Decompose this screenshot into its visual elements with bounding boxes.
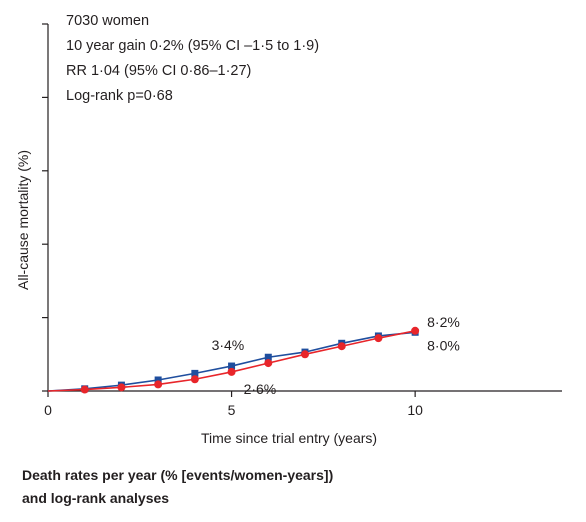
series-layer: [47, 326, 420, 394]
series-point-square: [191, 369, 199, 377]
y-axis-label: All-cause mortality (%): [15, 149, 31, 290]
x-tick-label: 0: [44, 402, 52, 418]
series-point-square: [228, 362, 236, 370]
series-point-circle: [227, 367, 236, 376]
annotation-rr: RR 1·04 (95% CI 0·86–1·27): [66, 63, 252, 79]
caption-line-1: Death rates per year (% [events/women-ye…: [22, 467, 334, 483]
series-point-circle: [411, 326, 420, 335]
data-labels: 3·4% 2·6% 8·2% 8·0%: [212, 314, 460, 397]
annotation-logrank: Log-rank p=0·68: [66, 88, 173, 104]
data-label: 8·0%: [427, 337, 460, 353]
series-point-circle: [154, 380, 163, 389]
annotation-gain: 10 year gain 0·2% (95% CI –1·5 to 1·9): [66, 38, 320, 54]
data-label: 3·4%: [212, 337, 245, 353]
series-point-square: [264, 353, 272, 361]
x-tick-label: 10: [407, 402, 423, 418]
x-tick-label: 5: [228, 402, 236, 418]
axes: 0 5 10: [42, 23, 562, 418]
series-point-circle: [117, 383, 126, 392]
series-point-circle: [301, 350, 309, 359]
x-axis-label: Time since trial entry (years): [201, 430, 378, 446]
series-point-circle: [190, 375, 199, 384]
series-point-circle: [264, 359, 273, 368]
caption-line-2: and log-rank analyses: [22, 490, 170, 506]
series-point-circle: [374, 334, 383, 343]
annotation-sample-size: 7030 women: [66, 13, 150, 29]
data-label: 8·2%: [427, 314, 460, 330]
data-label: 2·6%: [244, 381, 277, 397]
series-point-circle: [80, 385, 89, 394]
series-point-square: [154, 376, 162, 384]
series-point-circle: [337, 342, 346, 351]
